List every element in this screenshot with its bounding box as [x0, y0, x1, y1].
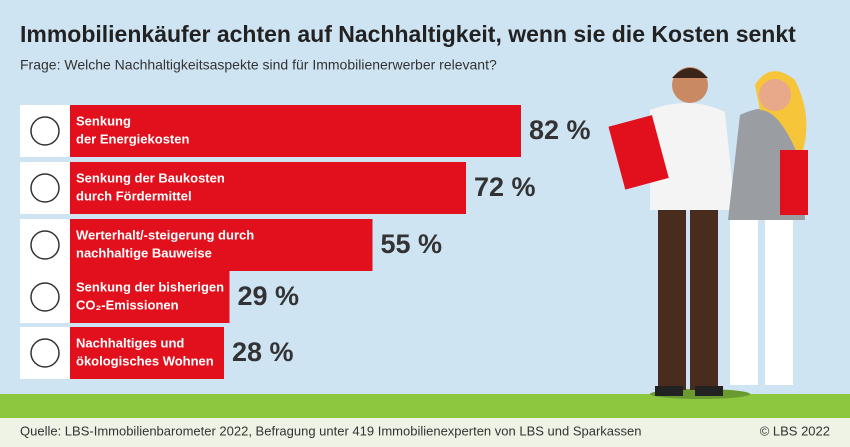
category-label: Werterhalt/-steigerung durch [76, 227, 254, 242]
bar [70, 219, 373, 271]
value-label: 72 % [474, 172, 536, 202]
source: Quelle: LBS-Immobilienbarometer 2022, Be… [20, 423, 641, 438]
value-label: 55 % [381, 229, 443, 259]
bar [70, 162, 466, 214]
icon [30, 230, 60, 260]
illustration [608, 67, 808, 399]
copyright: © LBS 2022 [760, 423, 830, 438]
category-label: Senkung [76, 113, 131, 128]
icon-box [20, 105, 70, 157]
icon [30, 282, 60, 312]
chart-title: Immobilienkäufer achten auf Nachhaltigke… [20, 21, 796, 47]
icon [30, 338, 60, 368]
category-label: durch Fördermittel [76, 188, 192, 203]
icon-box [20, 162, 70, 214]
subtitle: Frage: Welche Nachhaltigkeitsaspekte sin… [20, 57, 497, 73]
icon-box [20, 327, 70, 379]
category-label: Senkung der bisherigen [76, 279, 224, 294]
icon-box [20, 219, 70, 271]
category-label: Senkung der Baukosten [76, 170, 225, 185]
bar [70, 105, 521, 157]
bar [70, 327, 224, 379]
value-label: 29 % [238, 281, 300, 311]
category-label: nachhaltige Bauweise [76, 245, 212, 260]
value-label: 82 % [529, 115, 591, 145]
category-label: ökologisches Wohnen [76, 353, 214, 368]
category-label: CO₂-Emissionen [76, 297, 179, 312]
bar [70, 271, 230, 323]
icon-box [20, 271, 70, 323]
icon [30, 173, 60, 203]
category-label: der Energiekosten [76, 131, 189, 146]
icon [30, 116, 60, 146]
category-label: Nachhaltiges und [76, 335, 184, 350]
footer-band [0, 418, 850, 447]
value-label: 28 % [232, 337, 294, 367]
